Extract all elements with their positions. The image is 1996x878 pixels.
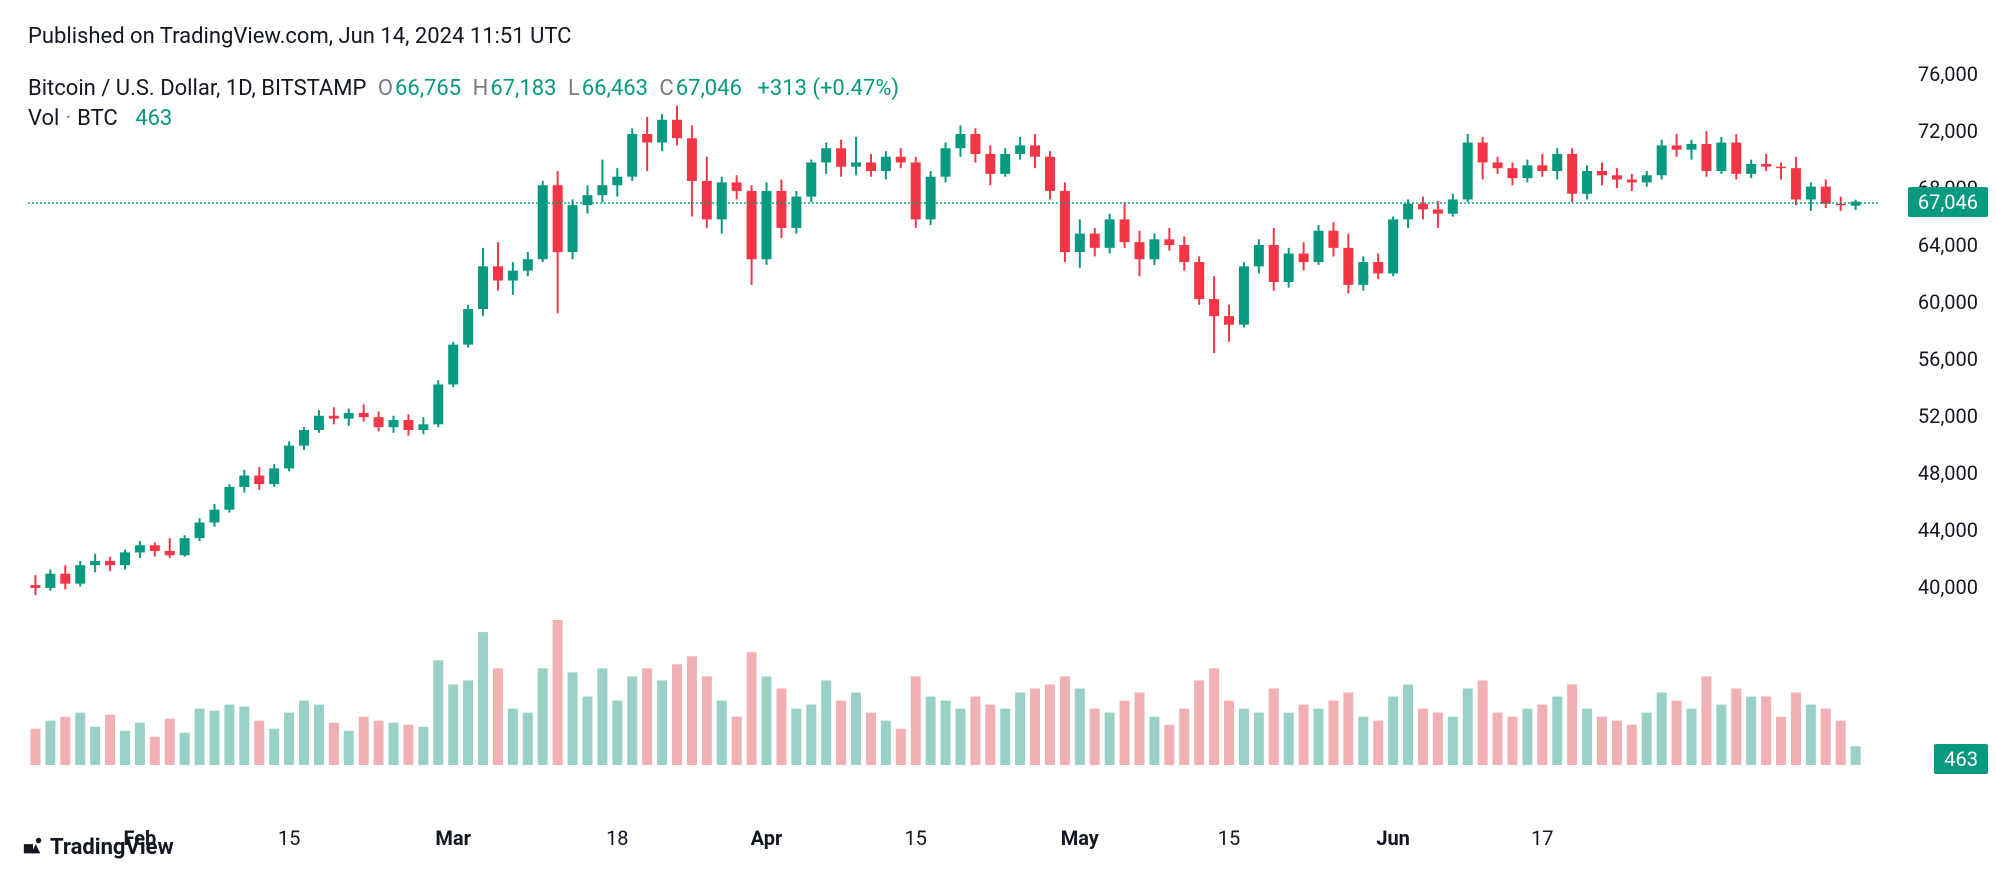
tradingview-attribution: TradingView [22, 835, 174, 860]
price-tick: 40,000 [1918, 575, 1978, 599]
time-tick: 18 [606, 826, 628, 850]
price-tick: 64,000 [1918, 233, 1978, 257]
time-axis: Feb15Mar18Apr15May15Jun17 [28, 826, 1878, 856]
chart-plot[interactable] [28, 60, 1878, 765]
time-tick: 17 [1531, 826, 1553, 850]
time-tick: Apr [751, 826, 783, 850]
price-axis: 76,00072,00068,00064,00060,00056,00052,0… [1886, 60, 1996, 765]
price-tick: 44,000 [1918, 518, 1978, 542]
price-tick: 56,000 [1918, 347, 1978, 371]
time-tick: 15 [278, 826, 300, 850]
price-tick: 52,000 [1918, 404, 1978, 428]
time-tick: 15 [904, 826, 926, 850]
time-tick: Jun [1376, 826, 1410, 850]
volume-tag: 463 [1934, 744, 1988, 774]
time-tick: Mar [435, 826, 471, 850]
price-close-tag: 67,046 [1908, 187, 1988, 217]
time-tick: May [1061, 826, 1099, 850]
time-tick: 15 [1218, 826, 1240, 850]
price-tick: 76,000 [1918, 62, 1978, 86]
price-tick: 48,000 [1918, 461, 1978, 485]
price-tick: 72,000 [1918, 119, 1978, 143]
price-tick: 60,000 [1918, 290, 1978, 314]
published-line: Published on TradingView.com, Jun 14, 20… [28, 24, 1996, 49]
tradingview-logo-icon [22, 835, 44, 857]
close-price-line [28, 202, 1878, 204]
